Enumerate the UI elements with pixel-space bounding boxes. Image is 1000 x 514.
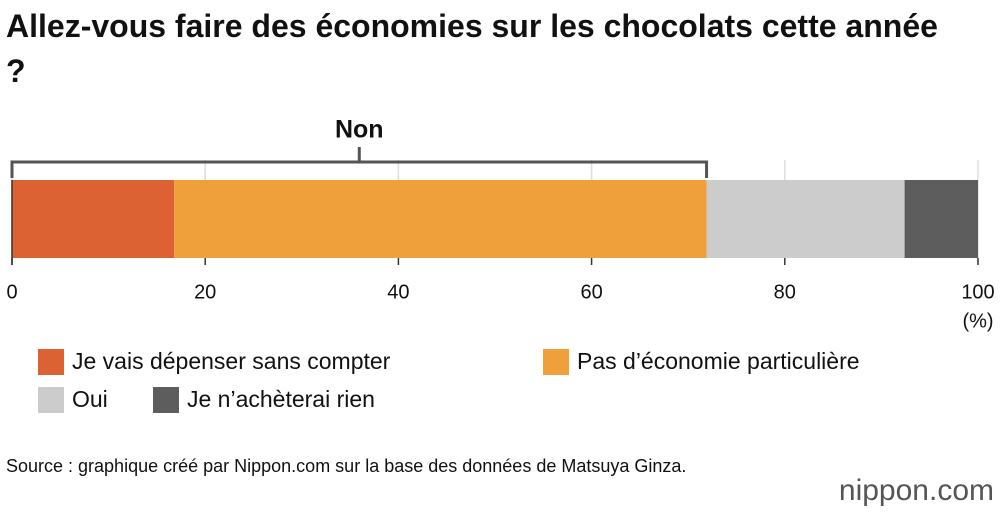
logo: nippon.com xyxy=(839,474,994,507)
x-tick-label: 20 xyxy=(194,281,216,303)
legend-swatch xyxy=(543,349,569,375)
source-note: Source : graphique créé par Nippon.com s… xyxy=(6,456,687,476)
x-tick-label: 40 xyxy=(387,281,409,303)
legend-swatch xyxy=(38,387,64,413)
legend-label: Je vais dépenser sans compter xyxy=(72,348,391,374)
bracket xyxy=(10,147,709,178)
legend-swatch xyxy=(153,387,179,413)
x-tick-label: 100 xyxy=(961,281,994,303)
bar-segment xyxy=(706,180,905,258)
x-tick-label: 80 xyxy=(774,281,796,303)
bracket-label: Non xyxy=(335,116,384,144)
x-tick-label: 0 xyxy=(6,281,17,303)
chart-title: Allez-vous faire des économies sur les c… xyxy=(6,8,938,89)
bar-segment xyxy=(12,180,175,258)
x-unit: (%) xyxy=(962,310,993,332)
legend-label: Pas d’économie particulière xyxy=(577,348,860,374)
bar-segment xyxy=(904,180,978,258)
bar-segment xyxy=(174,180,707,258)
legend-swatch xyxy=(38,349,64,375)
x-tick-label: 60 xyxy=(580,281,602,303)
legend-label: Je n’achèterai rien xyxy=(187,386,375,412)
legend-label: Oui xyxy=(72,386,108,412)
